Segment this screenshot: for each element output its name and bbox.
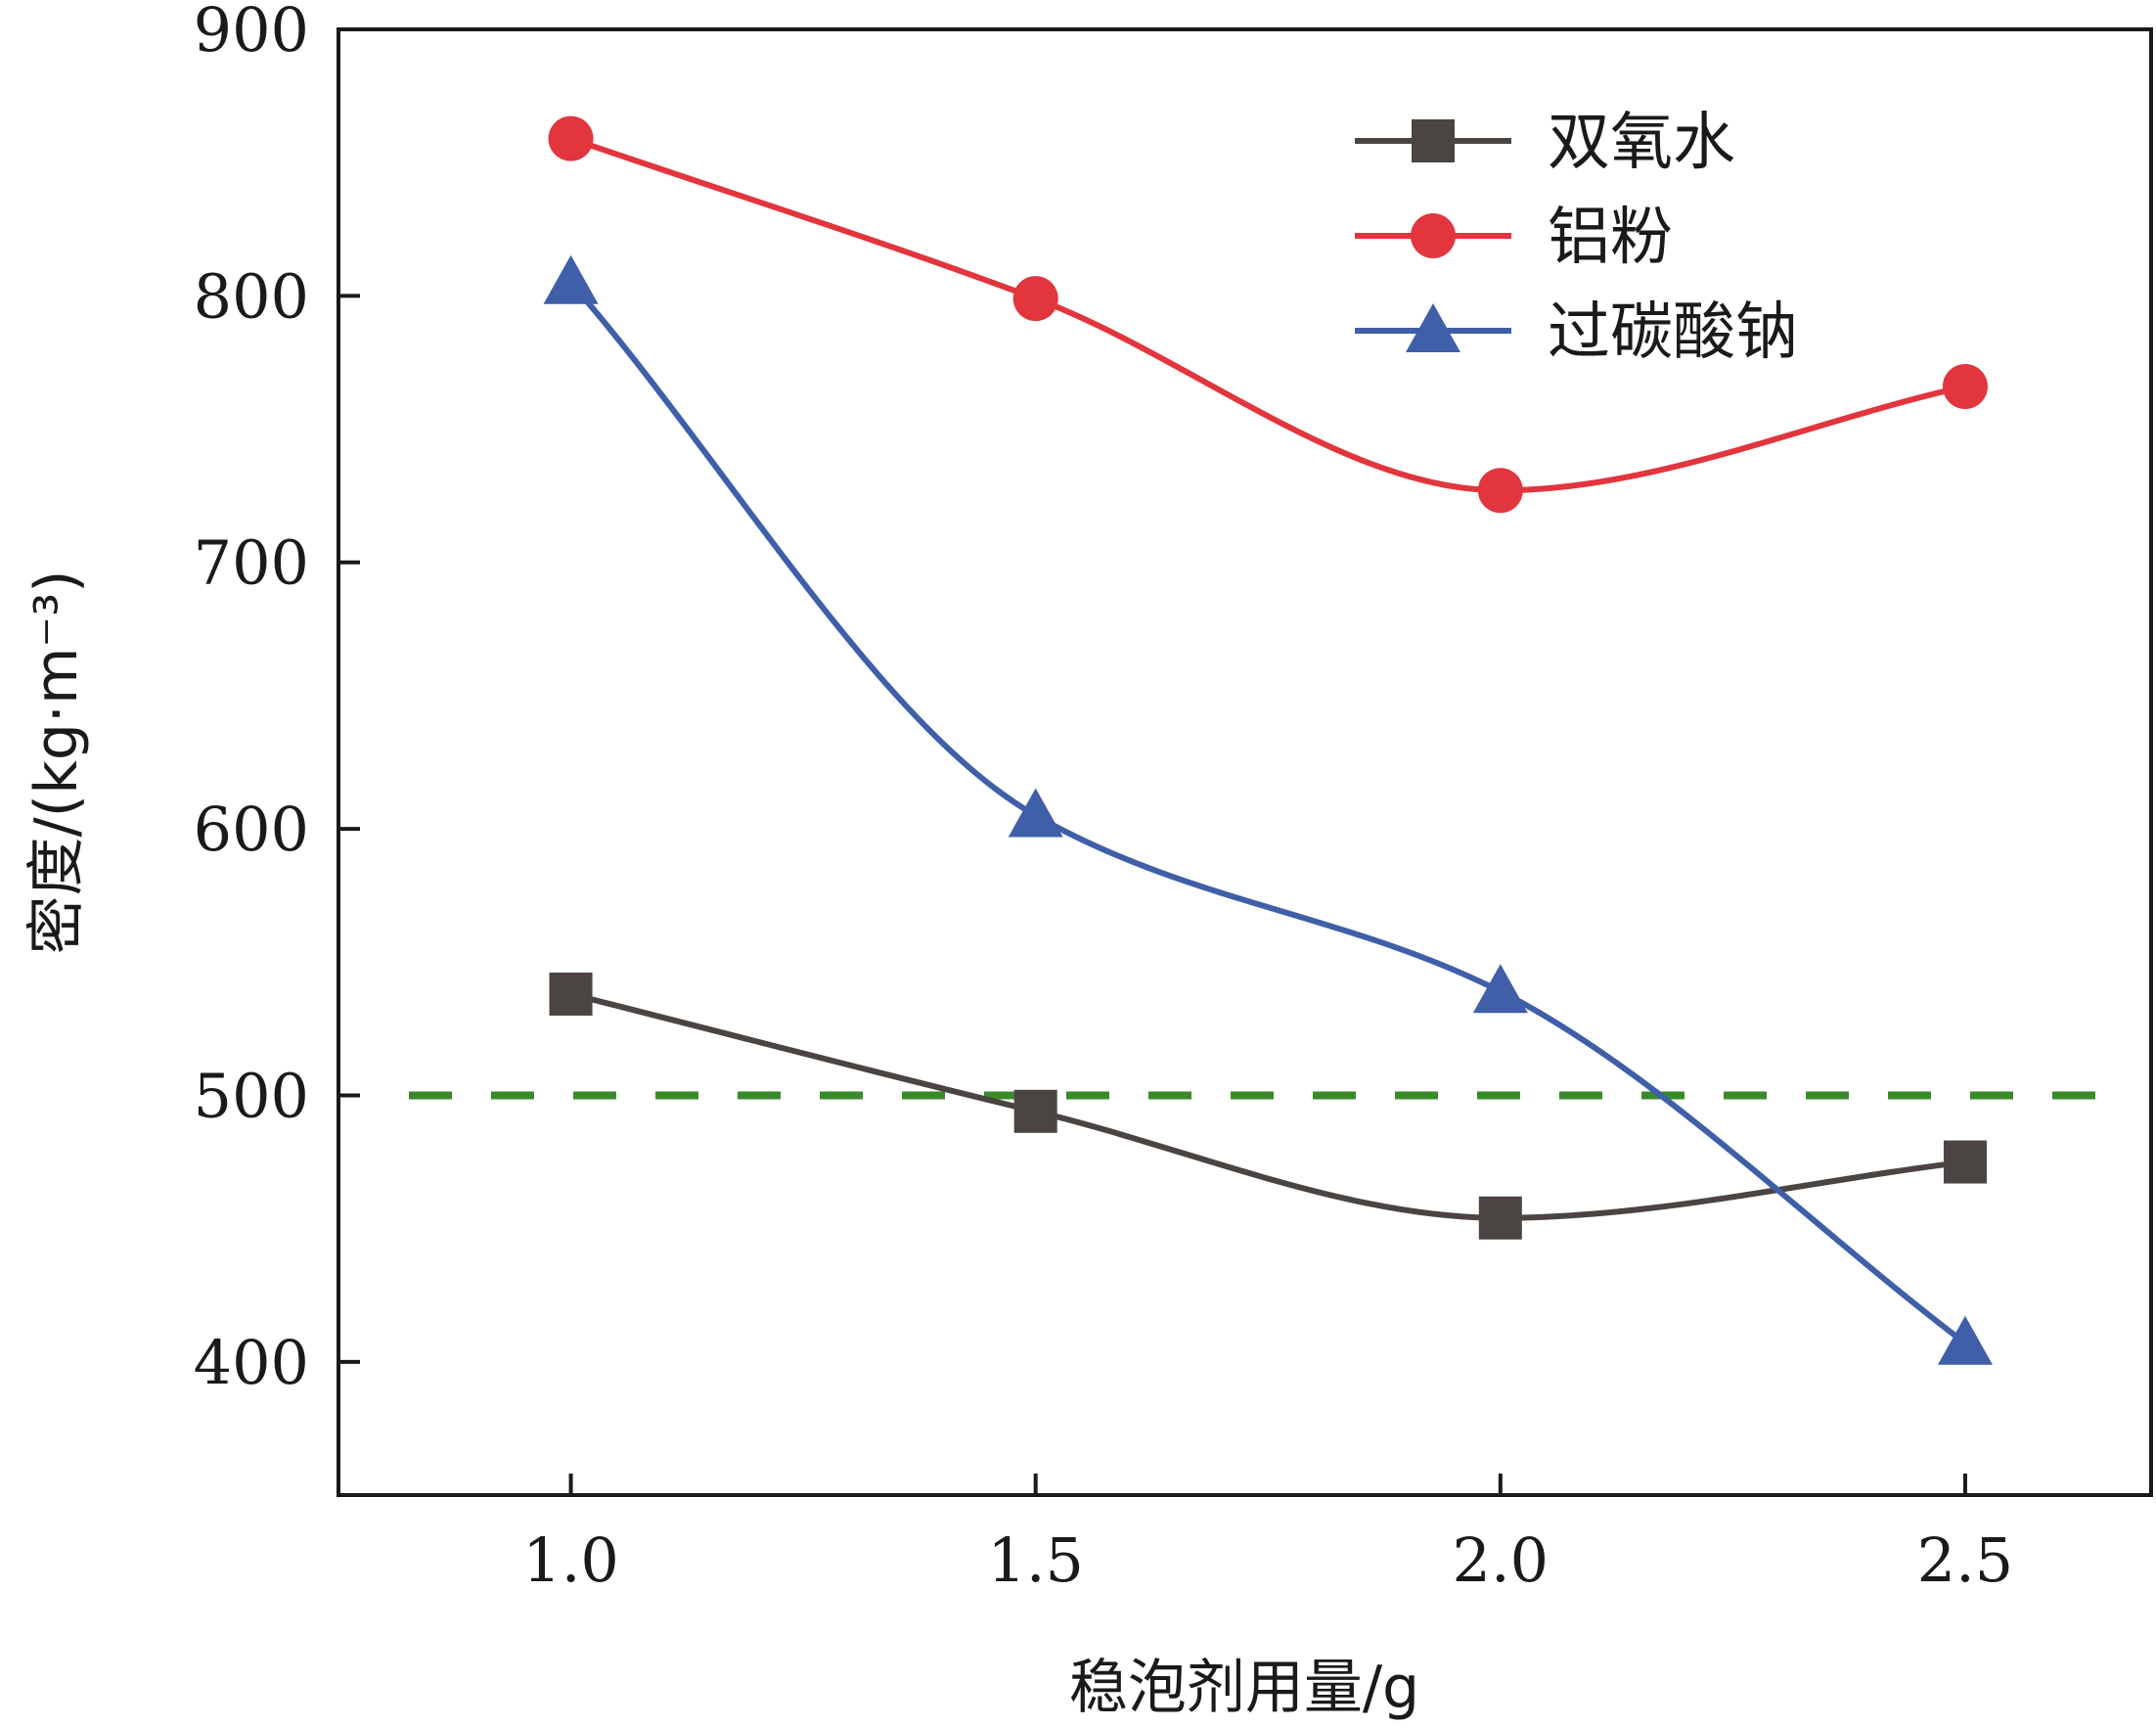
data-point-triangle <box>1937 1315 1993 1365</box>
x-tick-label: 2.0 <box>1453 1524 1550 1596</box>
series-group <box>543 115 1993 1365</box>
y-tick-label: 600 <box>194 794 309 865</box>
x-axis-title: 稳泡剂用量/g <box>1069 1654 1419 1722</box>
series-square <box>549 972 1987 1240</box>
legend-label: 铝粉 <box>1548 202 1673 274</box>
legend-marker-square <box>1412 119 1455 162</box>
data-point-square <box>1013 1089 1057 1133</box>
x-tick-label: 2.5 <box>1917 1524 2014 1596</box>
data-point-square <box>549 972 593 1016</box>
y-tick-label: 900 <box>194 0 309 66</box>
y-tick-label: 700 <box>194 527 309 599</box>
plot-frame <box>337 27 2153 1497</box>
x-tick-label: 1.0 <box>522 1524 619 1596</box>
data-point-triangle <box>543 254 599 304</box>
y-axis-title: 密度/(kg·m⁻³) <box>22 569 91 954</box>
legend-label: 双氧水 <box>1548 107 1735 179</box>
series-line <box>568 280 1967 1346</box>
y-tick-label: 400 <box>194 1327 309 1398</box>
x-axis: 1.0 1.5 2.0 2.5 <box>522 1474 2013 1596</box>
x-tick-label: 1.5 <box>987 1524 1084 1596</box>
series-circle <box>548 115 1988 514</box>
legend-marker-circle <box>1411 213 1456 258</box>
y-tick-label: 800 <box>194 260 309 332</box>
data-point-circle <box>1012 276 1058 322</box>
data-point-circle <box>1477 468 1523 514</box>
data-point-triangle <box>1008 788 1063 838</box>
y-axis: 400 500 600 700 800 900 <box>194 0 360 1398</box>
series-triangle <box>543 254 1993 1365</box>
series-line <box>569 135 1966 494</box>
y-tick-label: 500 <box>194 1060 309 1131</box>
data-point-square <box>1478 1196 1522 1240</box>
data-point-square <box>1943 1140 1987 1184</box>
legend-label: 过碳酸钠 <box>1548 296 1798 369</box>
legend-marker-triangle <box>1406 303 1460 352</box>
data-point-triangle <box>1472 964 1528 1014</box>
data-point-circle <box>1942 363 1988 409</box>
data-point-circle <box>548 115 594 161</box>
series-line <box>569 991 1966 1221</box>
